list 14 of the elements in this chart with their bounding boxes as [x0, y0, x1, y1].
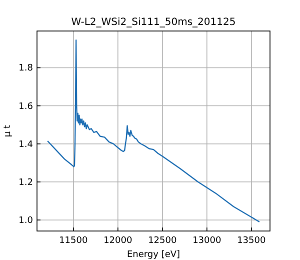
y-tick-label: 1.4	[18, 140, 34, 150]
y-axis-title: μ t	[3, 124, 13, 138]
y-tick-label: 1.2	[18, 178, 33, 188]
x-tick-label: 13000	[192, 236, 222, 246]
line-series	[46, 40, 260, 222]
y-tick-label: 1.6	[18, 102, 34, 112]
y-tick-label: 1.0	[18, 216, 34, 226]
x-tick-label: 12500	[148, 236, 177, 246]
x-axis-title: Energy [eV]	[126, 250, 180, 260]
x-tick-label: 11500	[59, 236, 88, 246]
chart-title: W-L2_WSi2_Si111_50ms_201125	[71, 17, 236, 28]
x-tick-label: 13500	[237, 236, 266, 246]
x-tick-label: 12000	[104, 236, 132, 246]
y-tick-label: 1.8	[18, 64, 34, 74]
